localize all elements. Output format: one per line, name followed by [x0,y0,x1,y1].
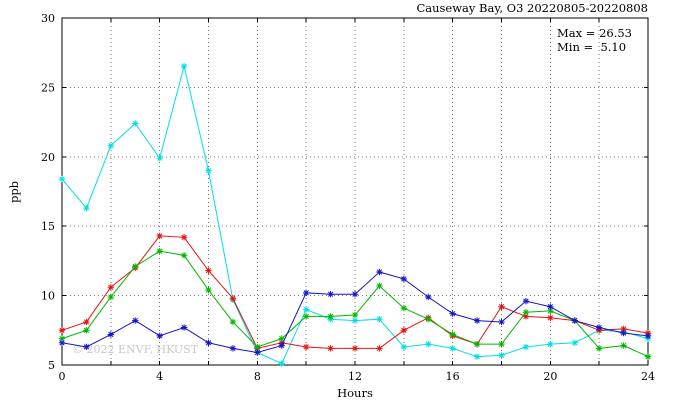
y-tick-label: 10 [41,290,55,303]
watermark: © 2022 ENVF, HKUST [72,343,199,356]
x-tick-label: 12 [348,370,362,383]
x-tick-label: 16 [446,370,460,383]
y-tick-label: 25 [41,81,55,94]
series-layer [58,62,652,367]
x-tick-label: 4 [156,370,163,383]
grid-layer [62,18,648,365]
y-tick-label: 5 [48,359,55,372]
chart-title: Causeway Bay, O3 20220805-20220808 [416,1,648,15]
y-tick-label: 15 [41,220,55,233]
y-tick-label: 20 [41,151,55,164]
x-axis-label: Hours [337,386,373,400]
x-tick-label: 0 [59,370,66,383]
x-tick-label: 8 [254,370,261,383]
x-tick-label: 24 [641,370,655,383]
min-annotation: Min = 5.10 [557,40,626,54]
x-tick-label: 20 [543,370,557,383]
y-axis-label: ppb [7,181,21,203]
y-tick-label: 30 [41,12,55,25]
ticks-layer [61,17,649,366]
series-markers-blue [58,268,652,356]
series-markers-green [58,247,652,360]
series-line-green [61,250,649,358]
max-annotation: Max = 26.53 [557,26,632,40]
tick-labels: 0 4 8 12 16 20 24 5 10 15 20 25 30 [41,12,655,383]
